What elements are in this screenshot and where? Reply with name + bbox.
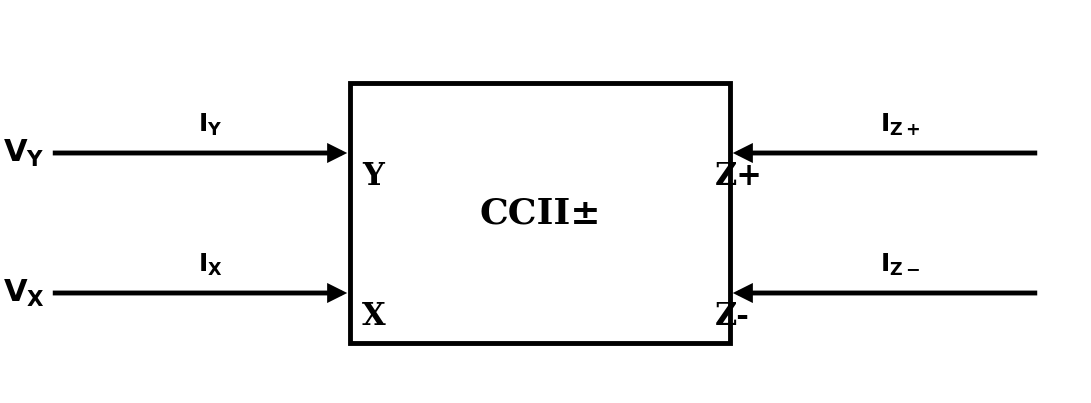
Text: X: X xyxy=(362,301,386,332)
Text: $\mathbf{I_Y}$: $\mathbf{I_Y}$ xyxy=(197,112,223,138)
Text: $\mathbf{I_{Z+}}$: $\mathbf{I_{Z+}}$ xyxy=(879,112,921,138)
Text: $\mathbf{V_X}$: $\mathbf{V_X}$ xyxy=(3,277,45,309)
Bar xyxy=(350,83,730,343)
Text: CCII±: CCII± xyxy=(479,196,601,230)
Text: Z+: Z+ xyxy=(715,161,763,192)
Text: $\mathbf{I_{Z-}}$: $\mathbf{I_{Z-}}$ xyxy=(879,252,920,278)
Text: Z-: Z- xyxy=(715,301,750,332)
Text: Y: Y xyxy=(362,161,384,192)
Text: $\mathbf{I_X}$: $\mathbf{I_X}$ xyxy=(197,252,223,278)
Text: $\mathbf{V_Y}$: $\mathbf{V_Y}$ xyxy=(3,137,45,168)
